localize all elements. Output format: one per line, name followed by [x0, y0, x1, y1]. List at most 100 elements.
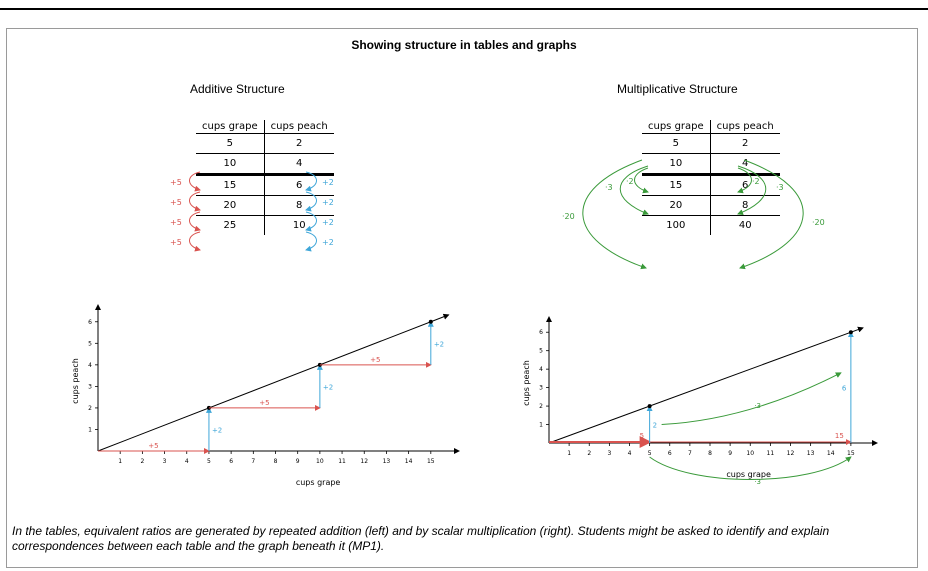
- step-label: +5: [370, 356, 380, 364]
- multiplicative-table: cups grape cups peach 5 2 10 4 15 6 20 8…: [642, 120, 780, 235]
- data-point: [428, 319, 433, 324]
- x-tick-label: 7: [251, 458, 255, 465]
- table-cell: 4: [710, 153, 780, 175]
- x-tick-label: 2: [140, 458, 144, 465]
- table-cell: 10: [642, 153, 711, 175]
- table-cell: 25: [196, 215, 265, 235]
- additive-step-label: +5: [170, 198, 182, 207]
- x-tick-label: 7: [688, 450, 692, 457]
- additive-left-arcs: [189, 171, 201, 252]
- step-label: +5: [259, 399, 269, 407]
- x-tick-label: 4: [185, 458, 189, 465]
- table-cell: 15: [196, 173, 265, 196]
- scale-arc: [649, 456, 852, 480]
- x-tick-label: 9: [728, 450, 732, 457]
- ratio-line: [97, 313, 450, 452]
- step-label: 15: [835, 432, 844, 440]
- table-row: 20 8: [642, 195, 780, 216]
- x-tick-label: 2: [587, 450, 591, 457]
- scale-arc: [661, 372, 842, 426]
- multiplicative-heading: Multiplicative Structure: [617, 82, 738, 96]
- y-tick-label: 4: [88, 362, 92, 369]
- table-cell: 8: [710, 195, 780, 216]
- table-cell: 2: [710, 133, 780, 154]
- factor-label: ·2: [626, 177, 634, 186]
- step-label: +2: [323, 383, 333, 391]
- x-tick-label: 6: [668, 450, 672, 457]
- table-header: cups grape cups peach: [196, 120, 334, 134]
- column-header-peach: cups peach: [716, 121, 774, 132]
- y-axis-label: cups peach: [71, 358, 80, 404]
- table-cell: 10: [196, 153, 265, 175]
- table-cell: 5: [196, 133, 265, 154]
- additive-step-label: +5: [170, 178, 182, 187]
- y-tick-label: 3: [539, 385, 543, 392]
- x-tick-label: 15: [427, 458, 435, 465]
- additive-step-label: +2: [322, 178, 334, 187]
- table-cell: 6: [710, 173, 780, 196]
- x-tick-label: 10: [316, 458, 324, 465]
- data-point: [647, 404, 652, 409]
- table-cell: 5: [642, 133, 711, 154]
- data-point: [848, 330, 853, 335]
- y-axis-label: cups peach: [522, 360, 531, 406]
- table-row: 5 2: [196, 133, 334, 154]
- scale-label: ·3: [754, 478, 761, 486]
- y-tick-label: 1: [88, 426, 92, 433]
- x-tick-label: 8: [708, 450, 712, 457]
- additive-heading: Additive Structure: [190, 82, 285, 96]
- step-label: 5: [640, 432, 644, 440]
- x-tick-label: 15: [847, 450, 855, 457]
- y-tick-label: 6: [88, 319, 92, 326]
- additive-step-label: +2: [322, 198, 334, 207]
- column-header-peach: cups peach: [270, 121, 328, 132]
- scale-label: ·3: [754, 402, 761, 410]
- additive-right-arcs: [305, 171, 317, 252]
- y-tick-label: 2: [539, 403, 543, 410]
- additive-step-label: +5: [170, 238, 182, 247]
- x-tick-label: 6: [229, 458, 233, 465]
- x-tick-label: 14: [405, 458, 413, 465]
- step-label: 2: [653, 422, 657, 430]
- x-tick-label: 5: [207, 458, 211, 465]
- x-tick-label: 5: [648, 450, 652, 457]
- table-cell: 40: [710, 215, 780, 235]
- x-tick-label: 3: [163, 458, 167, 465]
- x-tick-label: 3: [607, 450, 611, 457]
- x-tick-label: 13: [807, 450, 815, 457]
- x-tick-label: 10: [746, 450, 754, 457]
- table-cell: 15: [642, 173, 711, 196]
- table-row: 10 4: [642, 153, 780, 175]
- step-label: 6: [842, 385, 847, 393]
- table-cell: 4: [264, 153, 334, 175]
- top-rule: [0, 8, 928, 10]
- ratio-line: [548, 326, 864, 444]
- x-tick-label: 9: [296, 458, 300, 465]
- step-label: +5: [148, 442, 158, 450]
- factor-label: ·20: [812, 218, 825, 227]
- table-row: 15 6: [642, 173, 780, 196]
- figure-title: Showing structure in tables and graphs: [351, 38, 577, 52]
- table-cell: 20: [196, 195, 265, 216]
- x-tick-label: 8: [274, 458, 278, 465]
- additive-step-label: +2: [322, 218, 334, 227]
- x-tick-label: 13: [383, 458, 391, 465]
- table-header: cups grape cups peach: [642, 120, 780, 134]
- y-tick-label: 1: [539, 422, 543, 429]
- additive-table: cups grape cups peach 5 2 10 4 15 6 20 8…: [196, 120, 334, 235]
- step-label: +2: [434, 340, 444, 348]
- factor-label: ·20: [562, 212, 575, 221]
- step-label: +2: [212, 426, 222, 434]
- table-cell: 20: [642, 195, 711, 216]
- table-row: 100 40: [642, 215, 780, 235]
- x-tick-label: 1: [118, 458, 122, 465]
- x-axis-label: cups grape: [726, 470, 771, 479]
- additive-step-label: +2: [322, 238, 334, 247]
- factor-label: ·2: [752, 177, 760, 186]
- x-axis-label: cups grape: [296, 478, 341, 487]
- factor-label: ·3: [605, 183, 613, 192]
- column-header-grape: cups grape: [196, 120, 265, 134]
- table-cell: 100: [642, 215, 711, 235]
